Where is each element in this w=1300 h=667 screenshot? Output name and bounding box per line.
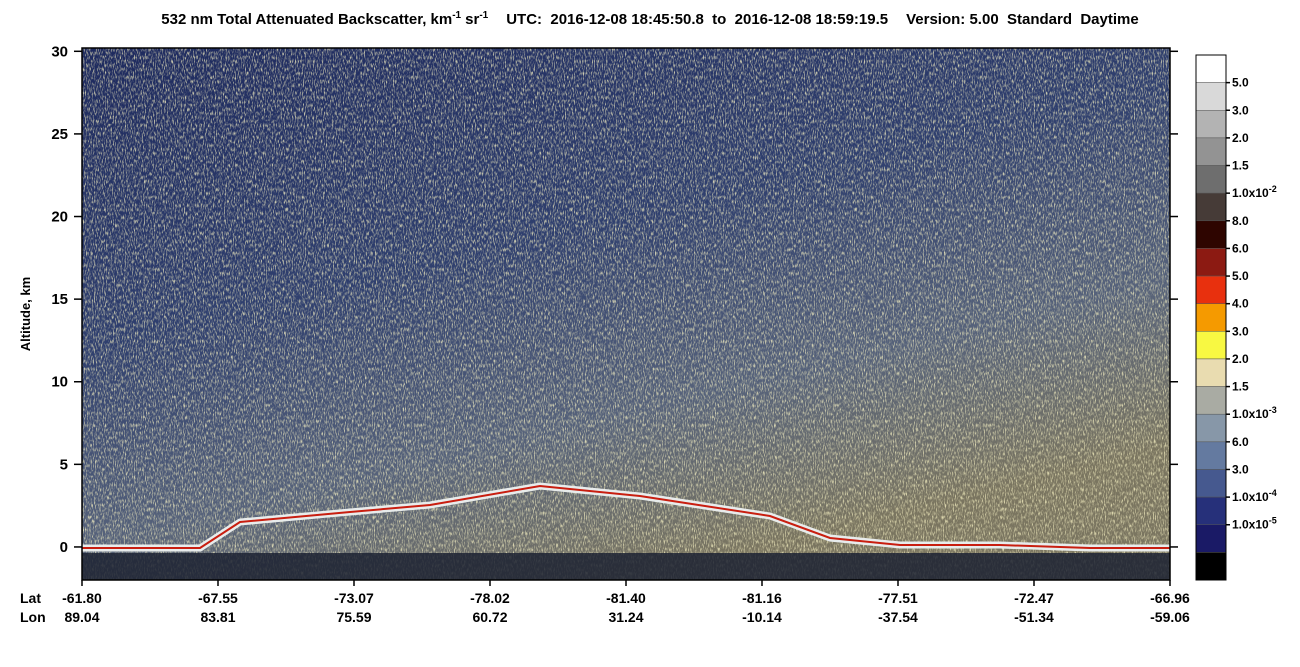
- title-text: 532 nm Total Attenuated Backscatter, km: [161, 11, 452, 28]
- colorbar-exp: -4: [1269, 488, 1277, 498]
- lon-label: 89.04: [64, 609, 99, 625]
- colorbar-exp: -5: [1269, 516, 1277, 526]
- colorbar-label: 1.0x10-4: [1232, 488, 1277, 504]
- colorbar-label: 1.0x10-3: [1232, 405, 1277, 421]
- colorbar-label: 1.5: [1232, 380, 1249, 394]
- lat-label: -61.80: [62, 590, 102, 606]
- lon-label: 31.24: [608, 609, 643, 625]
- colorbar-mantissa: 1.0x10: [1232, 490, 1269, 504]
- colorbar-exp: -3: [1269, 405, 1277, 415]
- colorbar-frame: [1195, 54, 1227, 581]
- colorbar-swatch: [1195, 413, 1227, 443]
- colorbar-swatch: [1195, 275, 1227, 304]
- y-tick-label: 20: [51, 209, 68, 226]
- lon-label: 60.72: [472, 609, 507, 625]
- lat-label: -81.16: [742, 590, 782, 606]
- plot-image: [81, 47, 1171, 581]
- lat-label: -78.02: [470, 590, 510, 606]
- colorbar-label: 3.0: [1232, 324, 1249, 338]
- y-axis-label: Altitude, km: [18, 277, 33, 351]
- lon-label: -10.14: [742, 609, 782, 625]
- lon-label: 75.59: [336, 609, 371, 625]
- colorbar-label: 6.0: [1232, 435, 1249, 449]
- lon-label: -51.34: [1014, 609, 1054, 625]
- colorbar-swatch: [1195, 386, 1227, 415]
- colorbar-swatch: [1195, 441, 1227, 470]
- row-label: Lat: [20, 590, 41, 606]
- row-label: Lon: [20, 609, 46, 625]
- chart-title: 532 nm Total Attenuated Backscatter, km-…: [161, 10, 1138, 28]
- y-tick-label: 25: [51, 126, 68, 143]
- colorbar-label: 3.0: [1232, 462, 1249, 476]
- colorbar-swatch: [1195, 358, 1227, 387]
- colorbar-label: 8.0: [1232, 214, 1249, 228]
- y-tick-label: 10: [51, 374, 68, 391]
- lat-label: -81.40: [606, 590, 646, 606]
- noise-texture: [82, 48, 1170, 580]
- colorbar-swatch: [1195, 165, 1227, 194]
- colorbar-swatch: [1195, 248, 1227, 277]
- colorbar-exp: -2: [1269, 184, 1277, 194]
- colorbar-label: 3.0: [1232, 103, 1249, 117]
- colorbar-label: 4.0: [1232, 297, 1249, 311]
- title-version: Version: 5.00 Standard Daytime: [906, 11, 1139, 28]
- lat-label: -77.51: [878, 590, 918, 606]
- lat-label: -67.55: [198, 590, 238, 606]
- surface-line: [82, 484, 1170, 549]
- colorbar-swatch: [1195, 469, 1227, 498]
- colorbar: 5.03.02.01.51.0x10-28.06.05.04.03.02.01.…: [1195, 54, 1277, 581]
- colorbar-swatch: [1195, 552, 1227, 581]
- title-exp: -1: [452, 10, 461, 21]
- colorbar-label: 1.0x10-2: [1232, 184, 1277, 200]
- colorbar-label: 5.0: [1232, 269, 1249, 283]
- colorbar-swatch: [1195, 331, 1227, 360]
- lat-label: -72.47: [1014, 590, 1054, 606]
- colorbar-swatch: [1195, 524, 1227, 553]
- title-exp: -1: [479, 10, 488, 21]
- colorbar-label: 5.0: [1232, 76, 1249, 90]
- lon-label: -59.06: [1150, 609, 1190, 625]
- y-tick-label: 30: [51, 43, 68, 60]
- title-utc: UTC: 2016-12-08 18:45:50.8 to 2016-12-08…: [506, 11, 888, 28]
- colorbar-mantissa: 1.0x10: [1232, 518, 1269, 532]
- lon-label: 83.81: [200, 609, 235, 625]
- title-unit: sr: [465, 11, 479, 28]
- y-tick-label: 15: [51, 291, 68, 308]
- colorbar-mantissa: 1.0x10: [1232, 407, 1269, 421]
- y-tick-label: 5: [60, 456, 68, 473]
- colorbar-label: 2.0: [1232, 131, 1249, 145]
- lat-label: -66.96: [1150, 590, 1190, 606]
- colorbar-swatch: [1195, 303, 1227, 332]
- colorbar-swatch: [1195, 110, 1227, 139]
- lat-label: -73.07: [334, 590, 374, 606]
- y-tick-label: 0: [60, 539, 68, 556]
- colorbar-swatch: [1195, 496, 1227, 525]
- colorbar-swatch: [1195, 192, 1227, 222]
- colorbar-swatch: [1195, 137, 1227, 166]
- colorbar-swatch: [1195, 82, 1227, 111]
- colorbar-label: 6.0: [1232, 241, 1249, 255]
- colorbar-label: 2.0: [1232, 352, 1249, 366]
- colorbar-label: 1.0x10-5: [1232, 516, 1277, 532]
- colorbar-label: 1.5: [1232, 159, 1249, 173]
- colorbar-swatch: [1195, 220, 1227, 249]
- colorbar-mantissa: 1.0x10: [1232, 186, 1269, 200]
- subsurface: [82, 553, 1170, 580]
- colorbar-swatch: [1195, 54, 1227, 83]
- lon-label: -37.54: [878, 609, 918, 625]
